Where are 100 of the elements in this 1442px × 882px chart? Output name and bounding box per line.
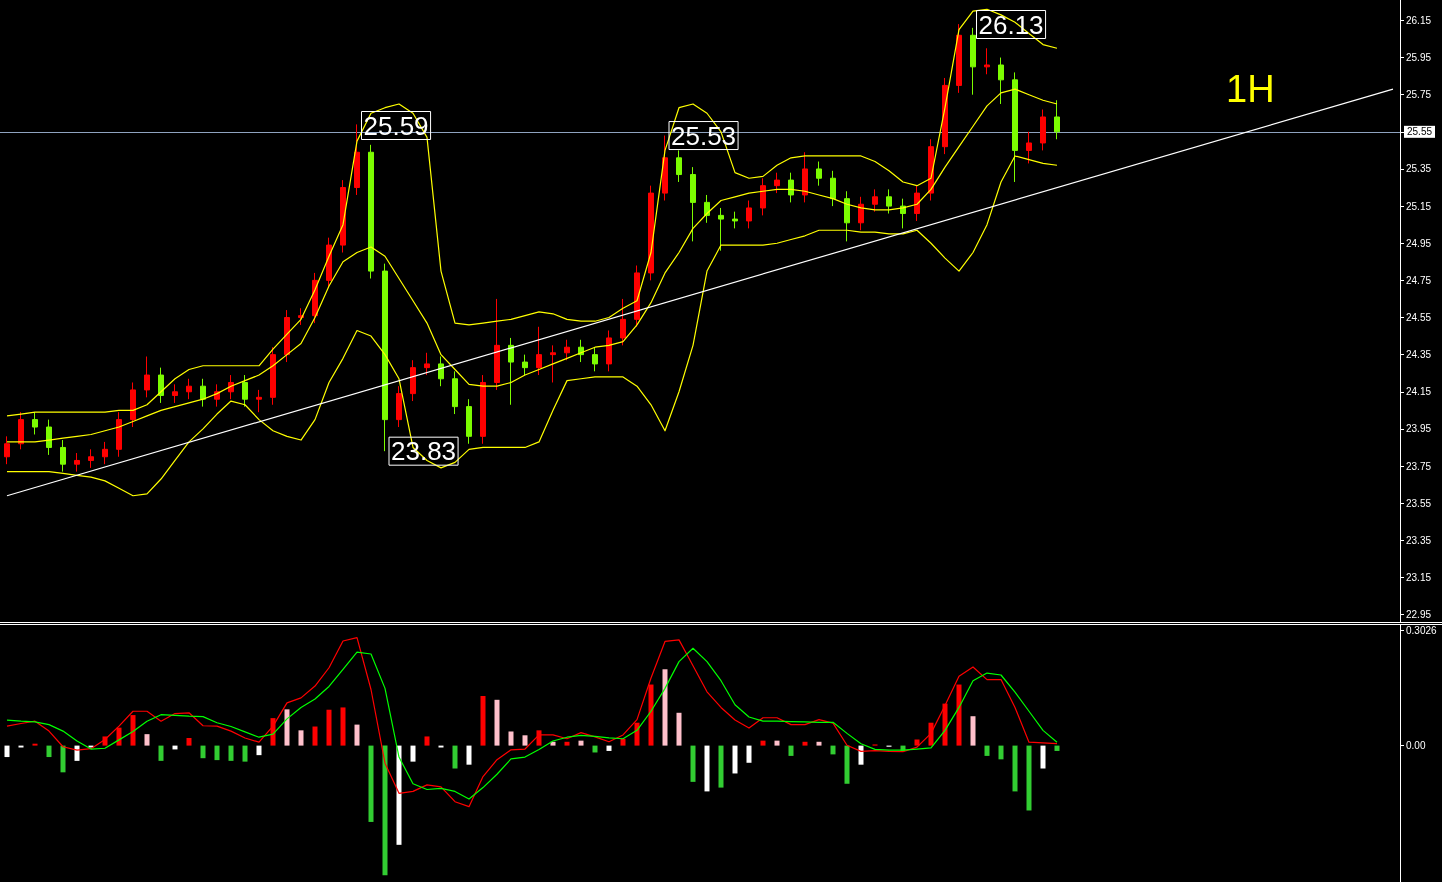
candlestick <box>74 452 80 473</box>
bar <box>788 745 794 756</box>
candlestick <box>998 57 1004 105</box>
candlestick <box>4 435 10 465</box>
candlestick <box>130 381 136 428</box>
candlestick <box>1040 109 1046 151</box>
y-tick-label: 24.55 <box>1406 312 1432 323</box>
bar <box>480 695 486 746</box>
bar <box>802 741 808 746</box>
bar <box>242 745 248 762</box>
candlestick <box>1026 131 1032 164</box>
candlestick <box>760 177 766 216</box>
candlestick <box>158 367 164 404</box>
candlestick <box>522 354 528 376</box>
candlestick <box>18 411 24 450</box>
bar <box>4 745 10 758</box>
candlestick <box>788 172 794 203</box>
y-tick-label: 25.15 <box>1406 200 1432 212</box>
bar <box>718 745 724 788</box>
bar <box>214 745 220 761</box>
bar <box>186 737 192 746</box>
bar <box>564 741 570 746</box>
candlestick <box>970 27 976 96</box>
bar <box>200 745 206 759</box>
y-tick-label: 23.75 <box>1406 460 1432 472</box>
bar <box>46 745 52 758</box>
candlestick <box>270 346 276 406</box>
candlestick <box>494 298 500 391</box>
bar <box>648 684 654 746</box>
candlestick <box>1054 99 1060 140</box>
bar <box>844 745 850 784</box>
bar <box>998 745 1004 760</box>
bar <box>816 741 822 746</box>
candlestick <box>508 337 514 406</box>
candlestick <box>396 385 402 428</box>
bar <box>858 745 864 765</box>
bar <box>228 745 234 761</box>
candlestick <box>200 378 206 408</box>
y-tick-label: 22.95 <box>1406 609 1432 621</box>
bar <box>676 712 682 746</box>
bar <box>1040 745 1046 769</box>
bar <box>1012 745 1018 792</box>
bar <box>956 684 962 746</box>
candlestick <box>438 355 444 387</box>
bar <box>340 707 346 746</box>
candlestick <box>32 411 38 435</box>
bar <box>942 703 948 746</box>
candlestick <box>984 47 990 75</box>
line-series <box>6 155 1058 497</box>
bar <box>634 722 640 746</box>
candlestick <box>872 188 878 213</box>
bar <box>620 738 626 746</box>
bar <box>704 745 710 792</box>
candlestick <box>592 346 598 372</box>
bar <box>760 740 766 746</box>
candlestick <box>676 149 682 183</box>
y-tick-label: 0.3026 <box>1406 624 1438 636</box>
line-series <box>6 88 1058 443</box>
y-tick-label: 25.35 <box>1406 163 1432 175</box>
bar <box>312 726 318 746</box>
candlestick <box>480 374 486 445</box>
bar <box>410 745 416 762</box>
candlestick <box>564 339 570 361</box>
bar <box>1054 745 1060 751</box>
candlestick <box>46 419 52 456</box>
candlestick <box>830 170 836 207</box>
bar <box>284 709 290 746</box>
y-tick-label: 24.35 <box>1406 349 1432 361</box>
candlestick <box>340 179 346 254</box>
candlestick <box>774 172 780 194</box>
bar <box>326 709 332 746</box>
y-tick-label: 25.95 <box>1406 52 1432 64</box>
y-tick-label: 25.75 <box>1406 89 1432 101</box>
candlestick <box>620 298 626 346</box>
candlestick <box>844 190 850 242</box>
bar <box>130 715 136 746</box>
line-series <box>6 8 1058 417</box>
bar <box>690 745 696 782</box>
candlestick <box>60 439 66 473</box>
bar <box>158 745 164 761</box>
y-tick-label: 23.95 <box>1406 423 1432 435</box>
candlestick <box>858 196 864 231</box>
candlestick <box>536 326 542 376</box>
bar <box>354 724 360 746</box>
bar <box>452 745 458 769</box>
y-tick-label: 23.15 <box>1406 571 1432 583</box>
candlestick <box>284 309 290 363</box>
candlestick <box>550 344 556 383</box>
bar <box>578 740 584 746</box>
bar <box>298 730 304 746</box>
y-tick-label: 24.15 <box>1406 386 1432 398</box>
candlestick <box>382 263 388 452</box>
candlestick <box>606 330 612 372</box>
candlestick <box>634 265 640 328</box>
candlestick <box>256 389 262 413</box>
y-tick-label: 23.55 <box>1406 497 1432 509</box>
candlestick <box>242 374 248 408</box>
candlestick <box>914 185 920 222</box>
bar <box>830 745 836 755</box>
candlestick <box>144 355 150 398</box>
